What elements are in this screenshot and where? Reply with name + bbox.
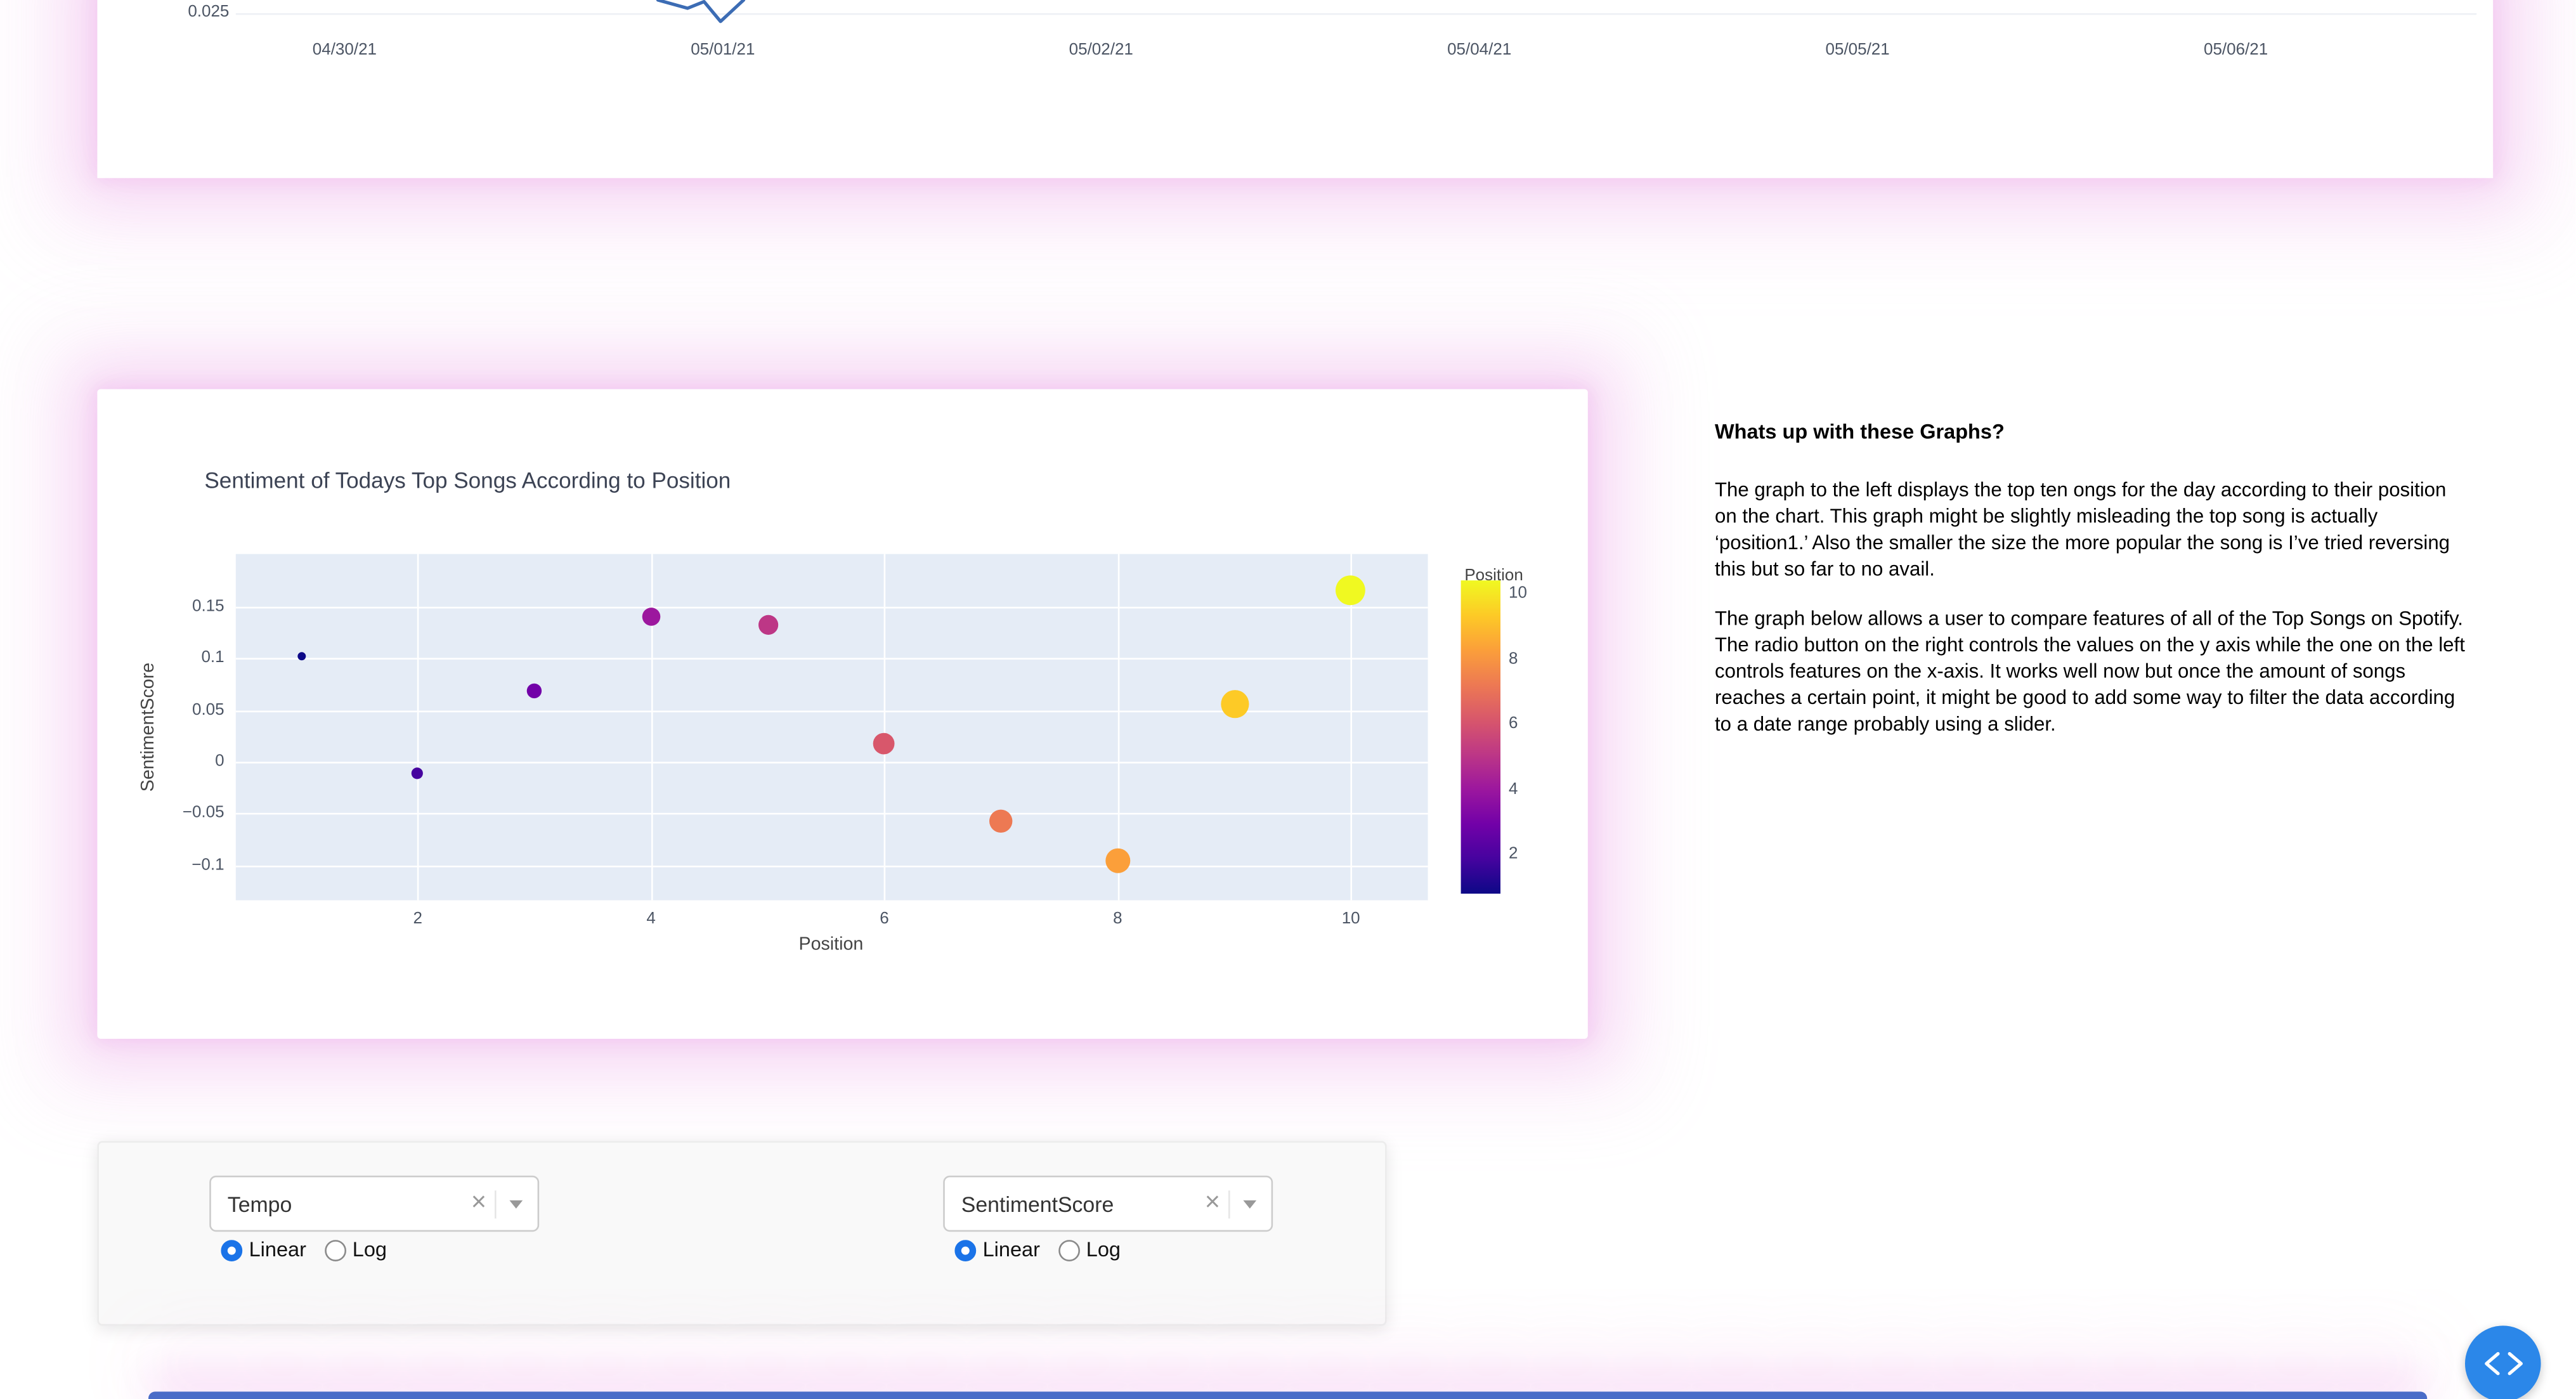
top-chart-x-tick: 04/30/21 (312, 41, 377, 60)
colorbar-ticks: 10 8 6 4 2 (1509, 580, 1558, 894)
chevrons (2483, 1351, 2522, 1376)
x-gridline (651, 554, 653, 901)
y-tick-label: 0 (215, 752, 224, 771)
x-gridline (417, 554, 420, 901)
colorbar-tick-label: 2 (1509, 845, 1518, 864)
x-tick-label: 10 (1341, 910, 1360, 928)
bubble-point[interactable] (1336, 575, 1366, 606)
bubble-point[interactable] (297, 652, 306, 661)
radio-option-log[interactable]: Log (324, 1238, 387, 1261)
scatter-plot-area: 2 4 6 8 10 0.15 0.1 0.05 0 −0.05 −0.1 (183, 554, 1428, 928)
nav-toggle-button[interactable] (2464, 1325, 2541, 1399)
x-axis-label: Position (798, 935, 864, 955)
controls-card: Tempo × Linear Log SentimentScore × Linea… (97, 1141, 1387, 1326)
top-chart-x-tick: 05/04/21 (1447, 41, 1512, 60)
clear-icon[interactable]: × (471, 1188, 486, 1217)
radio-label: Log (352, 1238, 387, 1261)
radio-option-log[interactable]: Log (1058, 1239, 1121, 1261)
x-tick-label: 2 (413, 910, 422, 928)
bubble-point[interactable] (1220, 689, 1249, 719)
bubble-point[interactable] (757, 615, 778, 635)
divider (495, 1189, 497, 1218)
bubble-point[interactable] (642, 608, 660, 627)
radio-icon (1058, 1239, 1080, 1261)
top-chart-x-tick: 05/06/21 (2203, 41, 2268, 60)
caret-down-icon[interactable] (1243, 1199, 1257, 1208)
top-chart-x-tick: 05/01/21 (691, 41, 755, 60)
gridline (235, 13, 2477, 15)
top-chart-y-tick: 0.025 (188, 3, 230, 22)
y-gridline (235, 813, 1428, 816)
bubble-point[interactable] (412, 767, 424, 779)
commentary-panel: Whats up with these Graphs? The graph to… (1715, 420, 2473, 760)
colorbar-tick-label: 4 (1509, 780, 1518, 799)
commentary-paragraph-1: The graph to the left displays the top t… (1715, 478, 2450, 581)
x-tick-label: 8 (1113, 910, 1122, 928)
x-gridline (1351, 554, 1353, 901)
line-path (656, 0, 746, 23)
x-gridline (884, 554, 887, 901)
y-tick-label: −0.1 (192, 856, 224, 875)
colorbar-gradient (1460, 580, 1500, 894)
divider (1228, 1189, 1230, 1218)
colorbar-tick-label: 6 (1509, 715, 1518, 733)
x-scale-radio-group: Linear Log (221, 1239, 387, 1261)
dropdown-value: Tempo (227, 1191, 292, 1216)
radio-label: Log (1086, 1238, 1121, 1261)
colorbar-tick-label: 10 (1509, 584, 1527, 603)
y-gridline (235, 658, 1428, 660)
y-axis-label: SentimentScore (138, 662, 159, 792)
y-gridline (235, 762, 1428, 764)
radio-label: Linear (249, 1238, 306, 1261)
bubble-point[interactable] (989, 809, 1013, 833)
y-feature-dropdown[interactable]: SentimentScore × (943, 1175, 1273, 1232)
radio-option-linear[interactable]: Linear (221, 1239, 306, 1261)
top-chart-card: 0.025 04/30/21 05/01/21 05/02/21 05/04/21 05… (97, 0, 2494, 178)
x-tick-label: 6 (880, 910, 889, 928)
bubble-point[interactable] (526, 683, 542, 698)
scatter-chart-card: Sentiment of Todays Top Songs According … (97, 389, 1588, 1039)
y-scale-radio-group: Linear Log (954, 1239, 1121, 1261)
top-chart-xticks: 04/30/21 05/01/21 05/02/21 05/04/21 05/05/21… (97, 41, 2493, 64)
x-tick-label: 4 (646, 910, 656, 928)
footer-bar (148, 1391, 2428, 1399)
radio-icon (324, 1239, 346, 1261)
radio-label: Linear (982, 1238, 1040, 1261)
x-feature-dropdown[interactable]: Tempo × (209, 1175, 540, 1232)
x-gridline (1117, 554, 1119, 901)
chart-title: Sentiment of Todays Top Songs According … (204, 468, 731, 493)
top-chart-x-tick: 05/05/21 (1825, 41, 1890, 60)
bubble-point[interactable] (1105, 849, 1130, 874)
dropdown-value: SentimentScore (961, 1191, 1114, 1216)
y-tick-label: 0.1 (201, 649, 224, 668)
chevron-left-icon (2483, 1351, 2499, 1376)
y-tick-label: 0.05 (192, 701, 224, 720)
top-chart-x-tick: 05/02/21 (1069, 41, 1133, 60)
y-tick-label: 0.15 (192, 597, 224, 616)
clear-icon[interactable]: × (1204, 1188, 1220, 1217)
radio-icon (954, 1239, 977, 1261)
commentary-heading: Whats up with these Graphs? (1715, 420, 2005, 444)
y-gridline (235, 865, 1428, 867)
y-gridline (235, 606, 1428, 609)
commentary-paragraph-2: The graph below allows a user to compare… (1715, 606, 2465, 736)
radio-icon (221, 1239, 243, 1261)
bubble-point[interactable] (873, 732, 895, 754)
colorbar-tick-label: 8 (1509, 650, 1518, 669)
chevron-right-icon (2507, 1351, 2522, 1376)
radio-option-linear[interactable]: Linear (954, 1239, 1040, 1261)
y-gridline (235, 710, 1428, 712)
y-tick-label: −0.05 (182, 804, 224, 823)
caret-down-icon[interactable] (509, 1199, 523, 1208)
